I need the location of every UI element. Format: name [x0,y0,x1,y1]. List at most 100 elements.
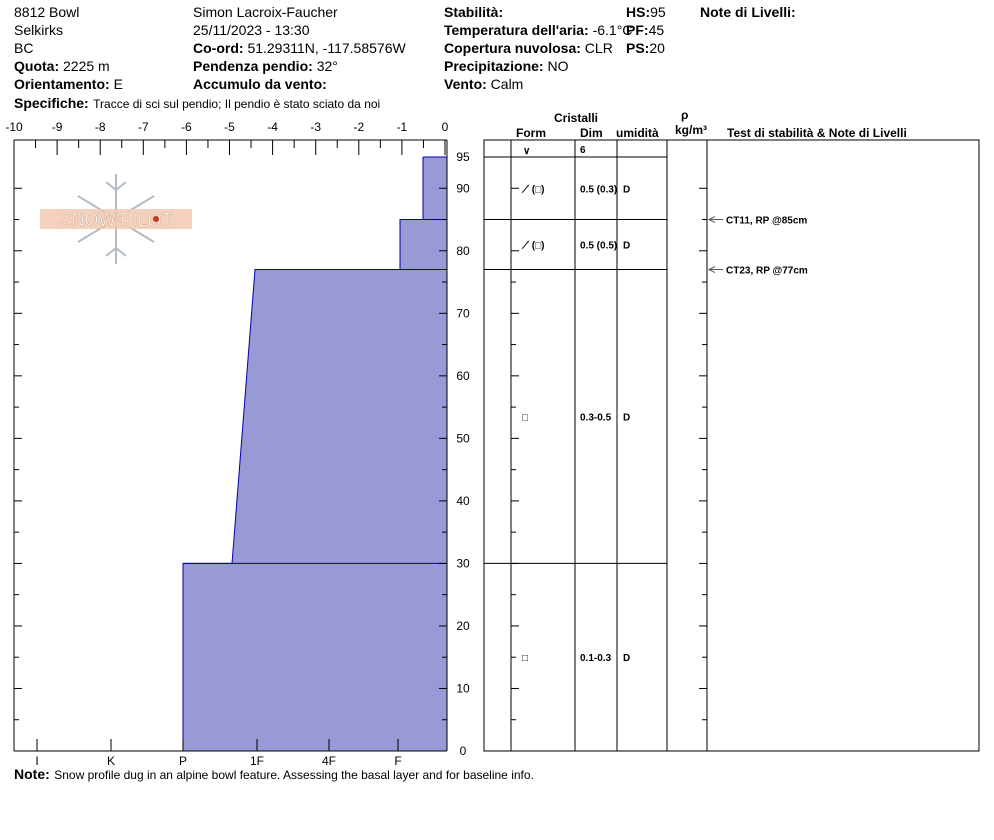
specifics-label: Specifiche: [14,95,89,111]
footer-note: Note: Snow profile dug in an alpine bowl… [14,766,534,784]
stability-test-label: CT23, RP @77cm [726,266,808,277]
layer-form: ⟋ (□) [521,240,544,252]
coord-label: Co-ord: [193,40,244,56]
layer-table-frame [483,139,980,752]
layer-form: ⟋ (□) [521,183,544,195]
pf-value: 45 [648,22,665,38]
aspect-label: Orientamento: [14,76,110,92]
hardness-tick-label: I [35,754,38,768]
ps: PS:20 [626,40,665,56]
size-header: Dim [580,126,603,140]
layer-size: 0.5 (0.5) [580,241,617,252]
hs-value: 95 [650,4,666,20]
elevation-value: 2225 m [63,58,110,74]
ps-value: 20 [649,40,665,56]
layer-form: ∨ [523,146,530,157]
temperature-tick-label: -10 [5,120,23,134]
height-tick-label: 80 [456,244,470,258]
height-tick-label: 60 [456,369,470,383]
hardness-tick-label: K [107,754,115,768]
sky-label: Copertura nuvolosa: [444,40,581,56]
temperature-tick-label: -4 [267,120,278,134]
layer-notes-label: Note di Livelli: [700,4,796,20]
range: Selkirks [14,22,64,38]
note-value: Snow profile dug in an alpine bowl featu… [54,768,534,782]
crystals-header: Cristalli [554,111,599,125]
precip-value: NO [547,58,569,74]
layer-moisture: D [623,412,630,423]
layer-size: 0.3-0.5 [580,412,612,423]
temperature-tick-label: -7 [138,120,149,134]
specifics: Specifiche: Tracce di sci sul pendio; Il… [14,95,380,113]
layer-size: 6 [580,145,586,156]
height-tick-label: 40 [456,494,470,508]
hs-label: HS: [626,4,651,20]
moisture-header: umidità [616,126,659,140]
height-tick-label: 20 [456,619,470,633]
tests-header: Test di stabilità & Note di Livelli [727,126,907,140]
temperature-tick-label: -3 [310,120,321,134]
wind-value: Calm [490,76,524,92]
wind: Vento: Calm [444,76,523,92]
precipitation: Precipitazione: NO [444,58,568,74]
temperature-tick-label: -5 [224,120,235,134]
layer-moisture: D [623,184,630,195]
layer-form: □ [522,653,528,664]
airtemp-value: -6.1°C [592,22,633,38]
airtemp-label: Temperatura dell'aria: [444,22,589,38]
datetime: 25/11/2023 - 13:30 [193,22,310,38]
hs: HS:95 [626,4,666,20]
height-tick-label: 95 [456,150,470,164]
sky-value: CLR [584,40,613,56]
elevation-label: Quota: [14,58,60,74]
rho-header: ρ [681,108,689,122]
temperature-tick-label: -9 [52,120,63,134]
ps-label: PS: [626,40,650,56]
layer-moisture: D [623,653,630,664]
wind-loading: Accumulo da vento: [193,76,327,92]
snowpilot-logo: SNOW PILOT [40,174,192,264]
layer-size: 0.1-0.3 [580,653,612,664]
logo-text: SNOW PILOT [59,210,172,230]
height-tick-label: 50 [456,431,470,445]
elevation: Quota: 2225 m [14,58,110,74]
temperature-tick-label: -6 [181,120,192,134]
height-tick-label: 70 [456,306,470,320]
form-header: Form [516,126,546,140]
specifics-value: Tracce di sci sul pendio; Il pendio è st… [93,97,381,111]
hardness-tick-label: F [394,754,401,768]
logo-dot [153,216,159,222]
coord-value: 51.29311N, -117.58576W [247,40,406,56]
aspect-value: E [113,76,123,92]
temperature-tick-label: 0 [442,120,449,134]
pf: PF:45 [626,22,664,38]
windload-label: Accumulo da vento: [193,76,327,92]
height-tick-label: 30 [456,556,470,570]
slope-label: Pendenza pendio: [193,58,313,74]
height-tick-label: 0 [460,744,467,758]
pf-label: PF: [626,22,649,38]
region: BC [14,40,34,56]
location: 8812 Bowl [14,4,80,20]
wind-label: Vento: [444,76,487,92]
test-arrow-head [707,266,716,273]
hardness-tick-label: 1F [250,754,264,768]
temperature-tick-label: -1 [397,120,408,134]
observer: Simon Lacroix-Faucher [193,4,338,20]
sky-cover: Copertura nuvolosa: CLR [444,40,613,56]
slope: Pendenza pendio: 32° [193,58,338,74]
note-label: Note: [14,766,50,782]
layer-size: 0.5 (0.3) [580,184,617,195]
height-tick-label: 90 [456,181,470,195]
height-tick-label: 10 [456,681,470,695]
hardness-tick-label: 4F [322,754,336,768]
stability-label: Stabilità: [444,4,504,20]
layer-moisture: D [623,241,630,252]
temperature-tick-label: -2 [353,120,364,134]
hardness-tick-label: P [179,754,187,768]
aspect: Orientamento: E [14,76,123,92]
temperature-tick-label: -8 [95,120,106,134]
coordinates: Co-ord: 51.29311N, -117.58576W [193,40,406,56]
stability-test-label: CT11, RP @85cm [726,216,807,227]
